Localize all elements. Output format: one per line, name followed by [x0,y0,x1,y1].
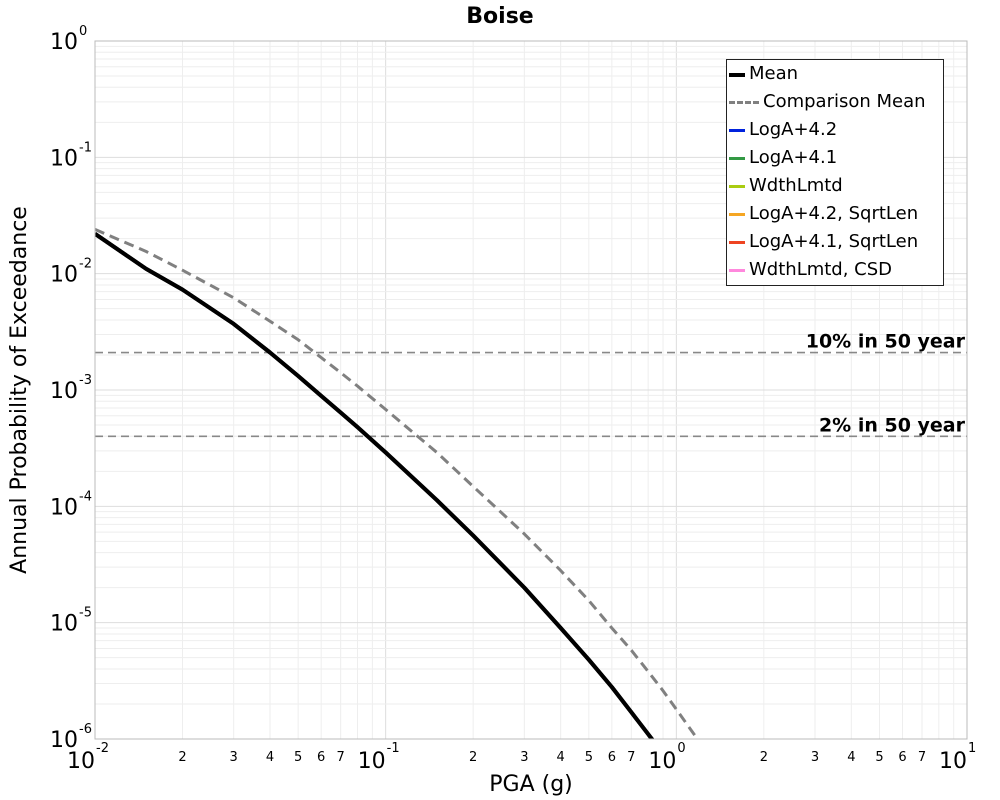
legend-entry: Mean [727,61,943,87]
x-tick-label: 10 [648,749,676,774]
y-tick-label: 10 [50,612,78,637]
chart-title: Boise [466,4,533,29]
y-tick-exponent: -5 [79,606,92,621]
x-minor-tick-label: 6 [608,750,616,765]
legend: Mean Comparison Mean LogA+4.2 LogA+4.1 WdthL… [726,59,944,286]
x-tick-label: 10 [67,749,95,774]
legend-swatch [729,213,745,216]
y-tick-label: 10 [50,379,78,404]
legend-entry: WdthLmtd, CSD [727,257,943,283]
legend-swatch [729,185,745,188]
reference-line-label: 10% in 50 year [806,331,966,353]
x-tick-exponent: 1 [968,741,976,756]
legend-entry: Comparison Mean [727,89,943,115]
legend-label: WdthLmtd, CSD [749,259,893,280]
y-tick-label: 10 [50,146,78,171]
legend-entry: LogA+4.1 [727,145,943,171]
x-minor-tick-label: 5 [294,750,302,765]
legend-label: LogA+4.1 [749,147,838,168]
y-tick-exponent: -4 [79,489,92,504]
legend-swatch [729,241,745,244]
x-minor-tick-label: 7 [918,750,926,765]
series-line-comparison-mean [95,228,700,739]
x-minor-tick-label: 3 [230,750,238,765]
y-tick-exponent: -2 [79,257,92,272]
series-line-mean [95,232,655,739]
x-tick-exponent: 0 [677,741,685,756]
x-minor-tick-label: 6 [898,750,906,765]
plot-frame [94,40,968,740]
y-tick-exponent: -3 [79,373,92,388]
legend-entry: WdthLmtd [727,173,943,199]
legend-swatch [729,269,745,272]
legend-swatch [729,101,759,104]
y-tick-exponent: -6 [79,722,92,737]
legend-label: WdthLmtd [749,175,843,196]
legend-swatch [729,157,745,160]
series-line-loga-4-2-sqrtlen [95,232,654,739]
legend-label: LogA+4.2, SqrtLen [749,203,919,224]
legend-entry: LogA+4.2, SqrtLen [727,201,943,227]
x-minor-tick-label: 7 [337,750,345,765]
series-line-loga-4-2 [95,232,654,739]
x-minor-tick-label: 7 [627,750,635,765]
legend-entry: LogA+4.1, SqrtLen [727,229,943,255]
y-tick-exponent: 0 [79,24,87,39]
x-tick-label: 10 [939,749,967,774]
series-line-loga-4-1 [95,232,654,739]
x-minor-tick-label: 3 [811,750,819,765]
x-minor-tick-label: 5 [585,750,593,765]
series-line-wdthlmtd-csd [95,232,654,739]
legend-label: LogA+4.1, SqrtLen [749,231,919,252]
legend-swatch [729,73,745,77]
y-tick-label: 10 [50,495,78,520]
legend-swatch [729,129,745,132]
x-minor-tick-label: 4 [266,750,274,765]
reference-line-label: 2% in 50 year [819,414,966,436]
series-line-loga-4-1-sqrtlen [95,232,654,739]
x-tick-exponent: -2 [96,741,109,756]
y-tick-exponent: -1 [79,140,92,155]
legend-label: Comparison Mean [763,91,926,112]
legend-entry: LogA+4.2 [727,117,943,143]
y-tick-label: 10 [50,30,78,55]
x-minor-tick-label: 3 [520,750,528,765]
x-minor-tick-label: 5 [875,750,883,765]
y-tick-label: 10 [50,263,78,288]
x-axis-label: PGA (g) [489,772,573,797]
legend-label: Mean [749,63,799,84]
x-tick-label: 10 [358,749,386,774]
x-tick-exponent: -1 [387,741,400,756]
series-lines [95,228,700,739]
x-minor-tick-label: 6 [317,750,325,765]
y-axis-label: Annual Probability of Exceedance [7,206,32,574]
series-line-mean-top [95,232,655,739]
reference-lines: 10% in 50 year 2% in 50 year [95,331,967,438]
grid [94,41,967,740]
legend-label: LogA+4.2 [749,119,838,140]
y-tick-label: 10 [50,728,78,753]
x-minor-tick-label: 2 [760,750,768,765]
x-minor-tick-label: 4 [557,750,565,765]
x-minor-tick-label: 2 [178,750,186,765]
series-line-wdthlmtd [95,232,654,739]
x-minor-tick-label: 2 [469,750,477,765]
x-minor-tick-label: 4 [847,750,855,765]
